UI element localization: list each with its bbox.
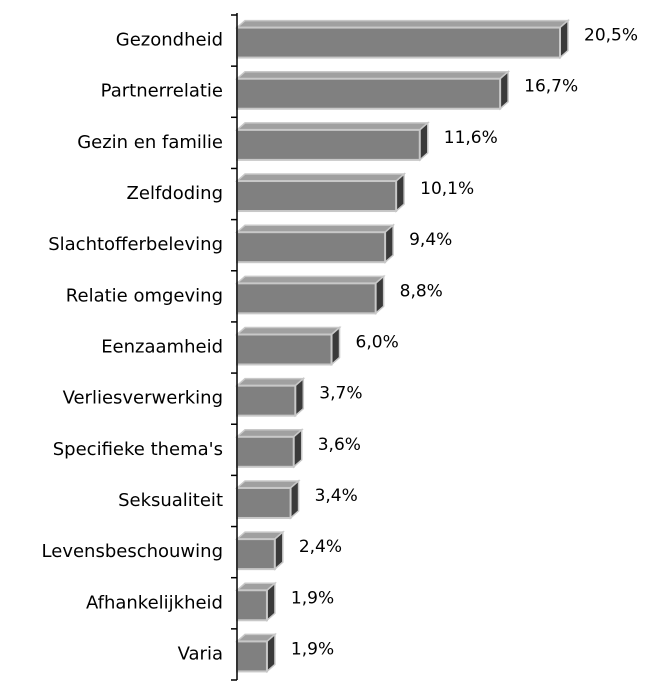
value-label: 8,8%: [400, 281, 443, 301]
bar-front: [236, 589, 268, 622]
value-label: 9,4%: [409, 230, 452, 250]
bar: [235, 530, 285, 571]
bar: [235, 70, 511, 111]
bar: [235, 172, 407, 213]
bar-side: [499, 70, 509, 111]
bar: [235, 121, 430, 162]
bar-top: [235, 429, 304, 438]
category-label: Zelfdoding: [127, 183, 223, 204]
bar-front: [236, 486, 292, 519]
category-label: Seksualiteit: [118, 490, 223, 511]
bar-side: [266, 581, 276, 622]
bar-front: [236, 333, 333, 366]
category-label: Specifieke thema's: [53, 439, 223, 460]
value-label: 10,1%: [420, 179, 474, 199]
bar-side: [330, 325, 341, 367]
bar: [235, 274, 386, 315]
category-label: Slachtofferbeleving: [48, 234, 223, 255]
bar-side: [395, 172, 405, 213]
category-label: Gezondheid: [116, 30, 223, 51]
category-label: Afhankelijkheid: [86, 592, 223, 613]
category-label: Eenzaamheid: [101, 337, 223, 358]
bar-side: [374, 274, 385, 315]
value-label: 16,7%: [524, 77, 578, 97]
bar-top: [235, 70, 511, 80]
bar-top: [235, 173, 407, 182]
bar-front: [236, 26, 561, 59]
bar-top: [235, 224, 396, 233]
value-label: 20,5%: [584, 26, 638, 46]
value-label: 11,6%: [444, 128, 498, 148]
bar-front: [236, 128, 421, 161]
bar-side: [274, 530, 284, 571]
value-label: 3,4%: [315, 486, 358, 506]
category-label: Relatie omgeving: [66, 285, 223, 306]
bar-side: [419, 121, 429, 162]
bar-top: [235, 275, 386, 285]
bar-top: [235, 480, 301, 489]
bar-front: [236, 435, 295, 468]
bar-side: [294, 377, 305, 418]
bar-top: [235, 326, 342, 336]
bar-front: [236, 640, 268, 673]
value-label: 6,0%: [356, 333, 399, 353]
bar-front: [236, 180, 398, 213]
value-label: 3,7%: [319, 384, 362, 404]
bar-top: [235, 377, 306, 387]
bar-front: [236, 231, 387, 264]
category-label: Partnerrelatie: [101, 81, 223, 102]
bar: [235, 479, 301, 520]
value-label: 1,9%: [291, 639, 334, 659]
value-label: 2,4%: [299, 537, 342, 557]
bar-side: [289, 479, 300, 520]
bar-front: [236, 282, 377, 315]
category-label: Levensbeschouwing: [42, 541, 223, 562]
bar-front: [236, 538, 276, 571]
bar-side: [266, 632, 276, 674]
bar: [235, 325, 342, 367]
category-label: Verliesverwerking: [63, 388, 223, 409]
value-label: 1,9%: [291, 588, 334, 608]
bar: [235, 223, 396, 264]
category-label: Varia: [178, 643, 223, 664]
bar-side: [384, 223, 394, 264]
category-label: Gezin en familie: [77, 132, 223, 153]
bar-front: [236, 384, 297, 417]
value-label: 3,6%: [318, 435, 361, 455]
bar-side: [292, 428, 303, 469]
bar: [235, 377, 306, 418]
bar-top: [235, 19, 570, 29]
bar-top: [235, 122, 430, 131]
bar: [235, 581, 277, 622]
bar: [235, 428, 304, 469]
bar-front: [236, 77, 502, 110]
bar: [235, 632, 277, 674]
bar: [235, 18, 570, 60]
bar-side: [559, 18, 569, 60]
